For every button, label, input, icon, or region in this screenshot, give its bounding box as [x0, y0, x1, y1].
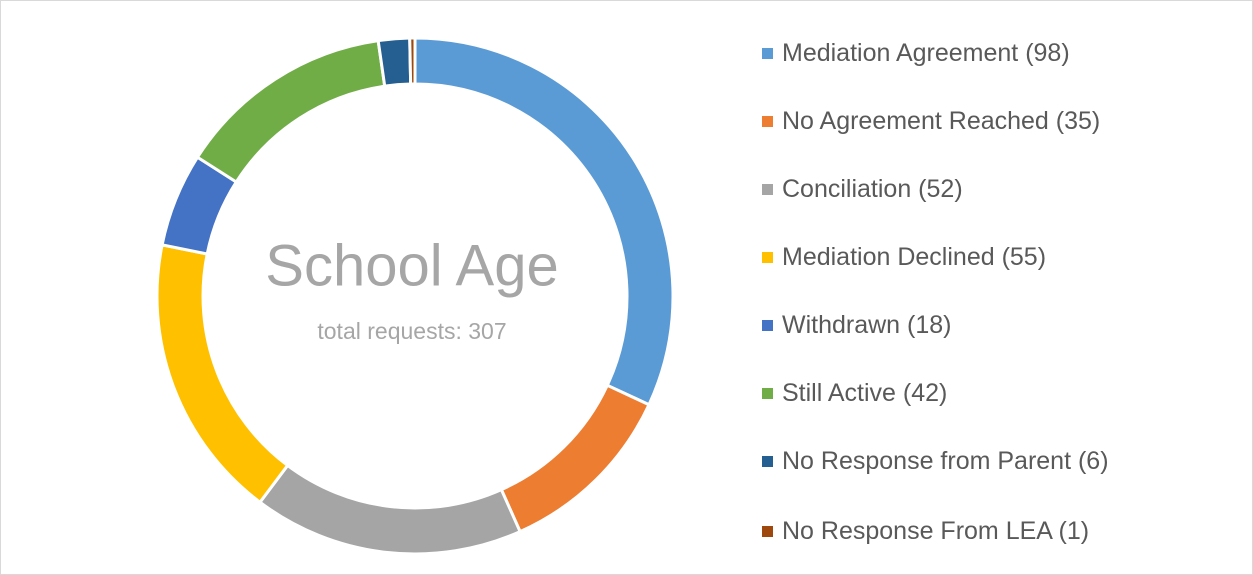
legend-swatch — [762, 116, 773, 127]
legend-swatch — [762, 48, 773, 59]
donut-slice — [195, 38, 387, 185]
donut-slice — [257, 463, 523, 556]
legend-label: Mediation Declined (55) — [782, 243, 1047, 271]
legend-swatch — [762, 320, 773, 331]
legend-label: Still Active (42) — [782, 379, 948, 407]
chart-title: School Age — [265, 233, 558, 298]
legend-swatch — [762, 388, 773, 399]
legend-label: Mediation Agreement (98) — [782, 39, 1070, 67]
legend-label: Conciliation (52) — [782, 175, 963, 203]
legend-label: Withdrawn (18) — [782, 311, 952, 339]
legend-label: No Response from Parent (6) — [782, 447, 1109, 475]
legend-swatch — [762, 252, 773, 263]
donut-slice — [499, 383, 651, 534]
legend-label: No Agreement Reached (35) — [782, 107, 1101, 135]
legend-swatch — [762, 456, 773, 467]
legend-swatch — [762, 526, 773, 537]
chart-subtitle: total requests: 307 — [317, 318, 506, 344]
legend-swatch — [762, 184, 773, 195]
donut-slice — [413, 36, 675, 407]
donut-slice — [408, 36, 417, 86]
legend-label: No Response From LEA (1) — [782, 517, 1090, 545]
donut-slice — [376, 36, 413, 88]
